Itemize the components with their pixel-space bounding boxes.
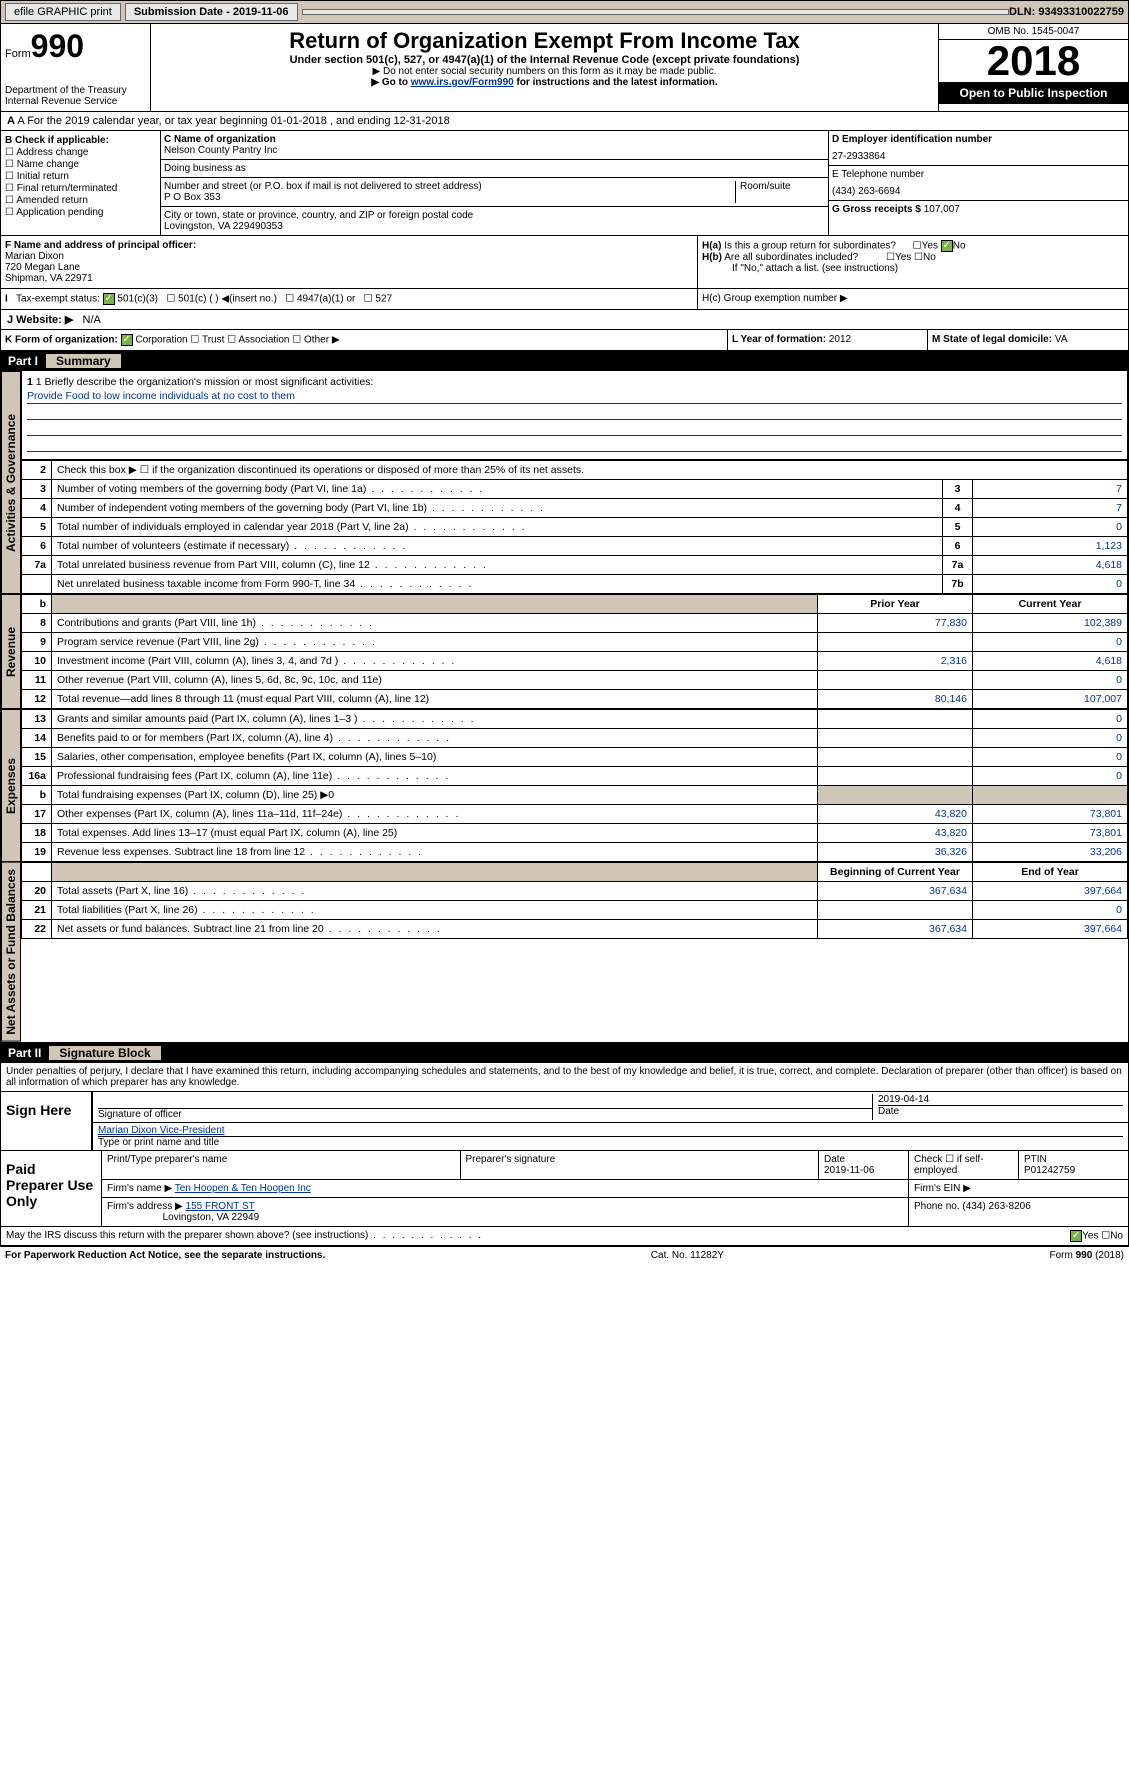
mission-text: Provide Food to low income individuals a… [27, 390, 1122, 404]
sig-name: Marian Dixon Vice-President [98, 1125, 1123, 1136]
sig-name-label: Type or print name and title [98, 1136, 1123, 1148]
phone: (434) 263-6694 [832, 186, 1125, 197]
expenses-table: 13Grants and similar amounts paid (Part … [21, 709, 1128, 862]
sign-here-label: Sign Here [1, 1092, 91, 1150]
section-netassets: Net Assets or Fund Balances Beginning of… [0, 862, 1129, 1043]
governance-table: 2Check this box ▶ ☐ if the organization … [21, 460, 1128, 594]
section-expenses: Expenses 13Grants and similar amounts pa… [0, 709, 1129, 862]
part2-header: Part II Signature Block [0, 1043, 1129, 1063]
check-initial[interactable]: ☐ Initial return [5, 171, 156, 182]
irs-link[interactable]: www.irs.gov/Form990 [411, 77, 514, 88]
footer: For Paperwork Reduction Act Notice, see … [0, 1246, 1129, 1264]
dln: DLN: 93493310022759 [1009, 6, 1124, 18]
topbar: efile GRAPHIC print Submission Date - 20… [0, 0, 1129, 24]
ha-label: H(a) Is this a group return for subordin… [702, 240, 1124, 252]
box-c: C Name of organization Nelson County Pan… [161, 131, 828, 235]
check-address[interactable]: ☐ Address change [5, 147, 156, 158]
prep-name-label: Print/Type preparer's name [101, 1151, 460, 1179]
tab-expenses: Expenses [1, 709, 21, 862]
form-title: Return of Organization Exempt From Incom… [155, 28, 934, 54]
gross-amount: 107,007 [924, 204, 960, 215]
check-501c3[interactable] [103, 293, 115, 305]
tab-governance: Activities & Governance [1, 371, 21, 594]
tab-netassets: Net Assets or Fund Balances [1, 862, 21, 1042]
check-name[interactable]: ☐ Name change [5, 159, 156, 170]
dba-label: Doing business as [161, 160, 828, 178]
tab-revenue: Revenue [1, 594, 21, 709]
city: Lovingston, VA 229490353 [164, 221, 825, 232]
sig-officer-label: Signature of officer [98, 1108, 872, 1120]
check-corp[interactable] [121, 334, 133, 346]
note-ssn: ▶ Do not enter social security numbers o… [155, 66, 934, 77]
org-name: Nelson County Pantry Inc [164, 145, 825, 156]
room-label: Room/suite [735, 181, 825, 203]
box-b: B Check if applicable: ☐ Address change … [1, 131, 161, 235]
prep-sig-label: Preparer's signature [460, 1151, 819, 1179]
addr: P O Box 353 [164, 192, 735, 203]
sign-section: Sign Here Signature of officer 2019-04-1… [0, 1092, 1129, 1151]
paid-label: Paid Preparer Use Only [1, 1151, 101, 1226]
footer-left: For Paperwork Reduction Act Notice, see … [5, 1250, 325, 1261]
section-governance: Activities & Governance 1 1 Briefly desc… [0, 371, 1129, 594]
check-final[interactable]: ☐ Final return/terminated [5, 183, 156, 194]
city-label: City or town, state or province, country… [164, 210, 825, 221]
addr-label: Number and street (or P.O. box if mail i… [164, 181, 735, 192]
officer-addr1: 720 Megan Lane [5, 262, 80, 273]
row-klm: K Form of organization: Corporation ☐ Tr… [0, 330, 1129, 351]
submission-date: Submission Date - 2019-11-06 [125, 3, 298, 21]
tax-status-label: Tax-exempt status: [16, 294, 100, 305]
form-number: Form990 [5, 28, 146, 65]
subtitle: Under section 501(c), 527, or 4947(a)(1)… [155, 54, 934, 66]
officer-name: Marian Dixon [5, 251, 64, 262]
row-j: J Website: ▶ N/A [0, 310, 1129, 330]
revenue-table: bPrior YearCurrent Year 8Contributions a… [21, 594, 1128, 709]
box-deg: D Employer identification number 27-2933… [828, 131, 1128, 235]
form-header: Form990 Department of the Treasury Inter… [0, 24, 1129, 112]
efile-link[interactable]: efile GRAPHIC print [5, 3, 121, 21]
section-bcdeg: B Check if applicable: ☐ Address change … [0, 131, 1129, 236]
box-b-label: B Check if applicable: [5, 135, 156, 146]
gross-label: G Gross receipts $ [832, 204, 921, 215]
netassets-table: Beginning of Current YearEnd of Year 20T… [21, 862, 1128, 939]
check-amended[interactable]: ☐ Amended return [5, 195, 156, 206]
check-pending[interactable]: ☐ Application pending [5, 207, 156, 218]
tax-year: 2018 [939, 40, 1128, 82]
org-name-label: C Name of organization [164, 134, 825, 145]
phone-label: E Telephone number [832, 169, 1125, 180]
footer-right: Form 990 (2018) [1050, 1250, 1124, 1261]
ein: 27-2933864 [832, 151, 1125, 162]
footer-mid: Cat. No. 11282Y [651, 1250, 724, 1261]
hc-label: H(c) Group exemption number ▶ [698, 289, 1128, 309]
ein-label: D Employer identification number [832, 134, 1125, 145]
open-public: Open to Public Inspection [939, 82, 1128, 104]
row-a-period: A A For the 2019 calendar year, or tax y… [0, 112, 1129, 131]
perjury-statement: Under penalties of perjury, I declare th… [0, 1063, 1129, 1092]
discuss-yes[interactable] [1070, 1230, 1082, 1242]
check-self[interactable]: Check ☐ if self-employed [908, 1151, 1018, 1179]
note-link: ▶ Go to www.irs.gov/Form990 for instruct… [155, 77, 934, 88]
row-fh: F Name and address of principal officer:… [0, 236, 1129, 289]
hb-label: H(b) Are all subordinates included? ☐Yes… [702, 252, 1124, 263]
part1-header: Part I Summary [0, 351, 1129, 371]
dept-treasury: Department of the Treasury Internal Reve… [5, 85, 146, 107]
sig-date: 2019-04-14 [878, 1094, 1123, 1105]
paid-section: Paid Preparer Use Only Print/Type prepar… [0, 1151, 1129, 1227]
discuss-row: May the IRS discuss this return with the… [0, 1227, 1129, 1246]
hb-note: If "No," attach a list. (see instruction… [732, 263, 1124, 274]
row-ihc: I Tax-exempt status: 501(c)(3) ☐ 501(c) … [0, 289, 1129, 310]
officer-addr2: Shipman, VA 22971 [5, 273, 93, 284]
ha-no-check[interactable] [941, 240, 953, 252]
section-revenue: Revenue bPrior YearCurrent Year 8Contrib… [0, 594, 1129, 709]
officer-label: F Name and address of principal officer: [5, 240, 196, 251]
date-bar [302, 9, 1010, 15]
sig-date-label: Date [878, 1105, 1123, 1117]
